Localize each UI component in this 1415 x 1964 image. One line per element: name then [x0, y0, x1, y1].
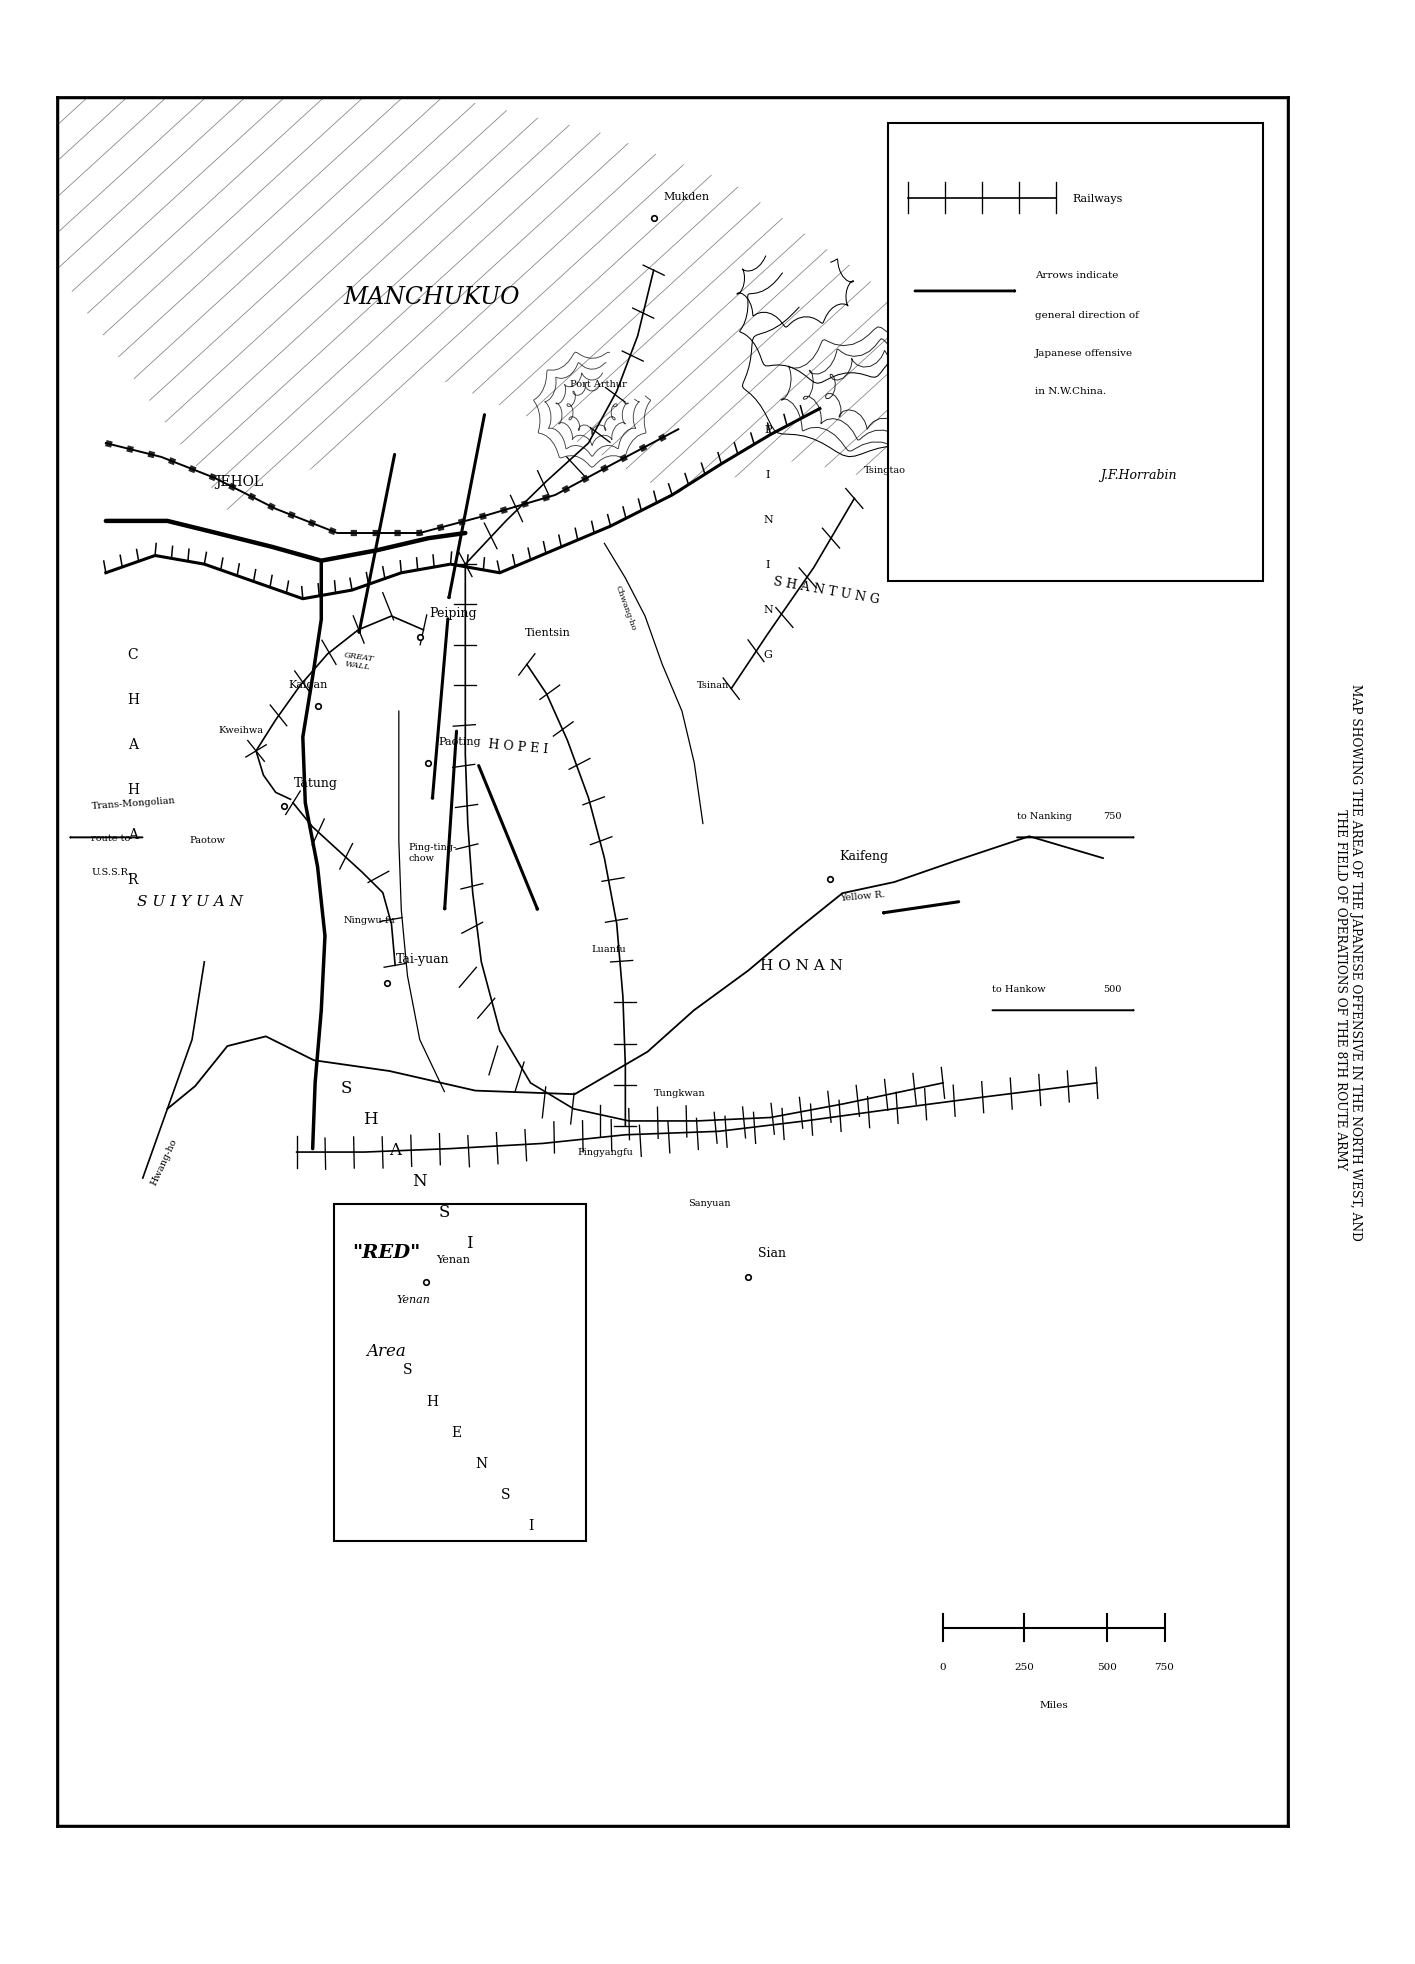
Text: MANCHUKUO: MANCHUKUO [344, 285, 521, 308]
Text: Peiping: Peiping [430, 607, 477, 621]
Text: Railways: Railways [1073, 192, 1122, 204]
Text: P: P [764, 424, 773, 436]
Text: 750: 750 [1155, 1662, 1174, 1671]
Text: S U I Y U A N: S U I Y U A N [137, 896, 242, 909]
Text: H O N A N: H O N A N [760, 958, 843, 972]
Polygon shape [57, 98, 942, 513]
Text: 500: 500 [1104, 984, 1122, 994]
Text: H: H [127, 782, 139, 797]
Text: Tsinan: Tsinan [696, 680, 729, 689]
Text: Port Arthur: Port Arthur [570, 379, 627, 389]
Text: Yenan: Yenan [396, 1294, 430, 1304]
Text: Paoting: Paoting [439, 736, 481, 746]
Text: N: N [763, 515, 773, 524]
Text: Arrows indicate: Arrows indicate [1036, 271, 1119, 279]
Bar [334, 1204, 586, 1542]
Text: S: S [439, 1204, 450, 1220]
Text: Kalgan: Kalgan [289, 680, 327, 689]
Text: Tungkwan: Tungkwan [654, 1088, 705, 1098]
Text: J.F.Horrabin: J.F.Horrabin [1101, 469, 1177, 481]
Text: Sanyuan: Sanyuan [688, 1198, 730, 1208]
Text: Pingyangfu: Pingyangfu [577, 1147, 634, 1157]
Text: Kweihwa: Kweihwa [218, 725, 263, 735]
Text: to Hankow: to Hankow [992, 984, 1046, 994]
Text: Sian: Sian [758, 1247, 787, 1259]
Text: H: H [127, 693, 139, 707]
Text: A: A [127, 827, 137, 841]
Text: C: C [127, 648, 139, 662]
Text: I: I [528, 1518, 533, 1532]
Text: I: I [766, 560, 770, 570]
Text: Tientsin: Tientsin [525, 627, 570, 638]
Bar [887, 124, 1264, 581]
Text: Ningwu-fu: Ningwu-fu [344, 915, 395, 925]
Text: Miles: Miles [1040, 1701, 1068, 1709]
Text: Ping-ting-
chow: Ping-ting- chow [409, 843, 457, 862]
Text: Tatung: Tatung [294, 776, 338, 790]
Text: Luanfu: Luanfu [591, 945, 627, 955]
Text: Kaifeng: Kaifeng [839, 848, 889, 862]
Text: in N.W.China.: in N.W.China. [1036, 387, 1107, 395]
Text: S H A N T U N G: S H A N T U N G [773, 575, 880, 607]
Text: Tai-yuan: Tai-yuan [396, 953, 450, 966]
Text: Chwang-ho: Chwang-ho [613, 583, 637, 632]
Text: JEHOL: JEHOL [215, 475, 263, 489]
Text: H: H [426, 1394, 439, 1408]
Text: 750: 750 [1102, 811, 1122, 821]
Text: Yenan: Yenan [436, 1255, 470, 1265]
Text: R: R [127, 872, 139, 886]
Text: route to: route to [91, 833, 130, 843]
Text: Trans-Mongolian: Trans-Mongolian [91, 795, 175, 811]
Text: H O P E I: H O P E I [488, 736, 549, 756]
Text: A: A [127, 738, 137, 752]
Text: Yellow R.: Yellow R. [841, 890, 886, 903]
Text: GREAT
WALL: GREAT WALL [342, 650, 375, 672]
Text: N: N [763, 605, 773, 615]
Text: N: N [412, 1173, 427, 1190]
Text: N: N [475, 1455, 487, 1469]
Text: Japanese offensive: Japanese offensive [1036, 348, 1133, 357]
Text: E: E [451, 1426, 461, 1440]
Text: G: G [764, 650, 773, 660]
Text: Area: Area [366, 1343, 406, 1359]
Text: S: S [501, 1487, 511, 1500]
Text: A: A [389, 1141, 400, 1159]
Text: MAP SHOWING THE AREA OF THE JAPANESE OFFENSIVE IN THE NORTH WEST, AND
          : MAP SHOWING THE AREA OF THE JAPANESE OFF… [1334, 683, 1361, 1241]
Text: Mukden: Mukden [664, 192, 710, 202]
Text: U.S.S.R.: U.S.S.R. [91, 868, 132, 878]
Text: 250: 250 [1015, 1662, 1034, 1671]
Text: H: H [364, 1110, 378, 1127]
Text: I: I [466, 1235, 473, 1251]
Text: 0: 0 [940, 1662, 947, 1671]
Text: S: S [403, 1363, 412, 1377]
Text: I: I [766, 469, 770, 479]
Text: S: S [340, 1078, 351, 1096]
Text: "RED": "RED" [352, 1243, 420, 1261]
Text: Hwang-ho: Hwang-ho [149, 1137, 178, 1186]
Text: 500: 500 [1097, 1662, 1116, 1671]
Text: general direction of: general direction of [1036, 310, 1139, 320]
Text: to Nanking: to Nanking [1017, 811, 1071, 821]
Text: Tsingtao: Tsingtao [865, 465, 906, 475]
Text: Paotow: Paotow [190, 837, 225, 845]
